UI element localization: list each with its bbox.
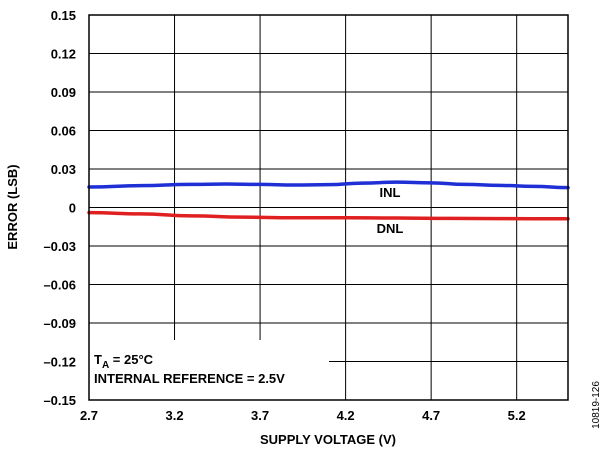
y-axis-title: ERROR (LSB)	[5, 164, 20, 249]
y-tick-label: –0.12	[43, 355, 76, 370]
series-lines	[87, 180, 570, 221]
dnl-label: DNL	[377, 221, 404, 236]
y-tick-label: –0.15	[43, 393, 76, 408]
y-tick-label: 0.15	[51, 8, 76, 23]
annotation-reference: INTERNAL REFERENCE = 2.5V	[94, 371, 285, 386]
series-line-dnl	[87, 210, 570, 221]
y-tick-label: 0	[69, 201, 76, 216]
y-tick-label: 0.06	[51, 124, 76, 139]
temperature-subscript: A	[102, 360, 109, 371]
x-tick-label: 3.7	[251, 408, 269, 423]
temperature-value: = 25°C	[109, 352, 153, 367]
series-line-inl	[87, 180, 570, 190]
y-tick-label: 0.09	[51, 85, 76, 100]
x-tick-label: 3.2	[165, 408, 183, 423]
x-tick-label: 5.2	[508, 408, 526, 423]
y-tick-label: –0.03	[43, 239, 76, 254]
annotation-temperature: TA = 25°C	[94, 352, 154, 371]
y-tick-labels: 0.15 0.12 0.09 0.06 0.03 0 –0.03 –0.06 –0.09 –0.1…	[43, 8, 76, 408]
y-tick-label: –0.06	[43, 278, 76, 293]
x-tick-labels: 2.7 3.2 3.7 4.2 4.7 5.2	[80, 408, 526, 423]
x-tick-label: 4.2	[337, 408, 355, 423]
x-tick-label: 4.7	[422, 408, 440, 423]
y-tick-label: 0.12	[51, 47, 76, 62]
x-tick-label: 2.7	[80, 408, 98, 423]
inl-label: INL	[380, 185, 401, 200]
figure-id: 10819-126	[591, 381, 602, 429]
y-tick-label: –0.09	[43, 316, 76, 331]
x-axis-title: SUPPLY VOLTAGE (V)	[260, 432, 396, 447]
annotation-box	[89, 340, 329, 400]
temperature-symbol: T	[94, 352, 102, 367]
y-tick-label: 0.03	[51, 162, 76, 177]
plot-frame	[88, 14, 569, 401]
